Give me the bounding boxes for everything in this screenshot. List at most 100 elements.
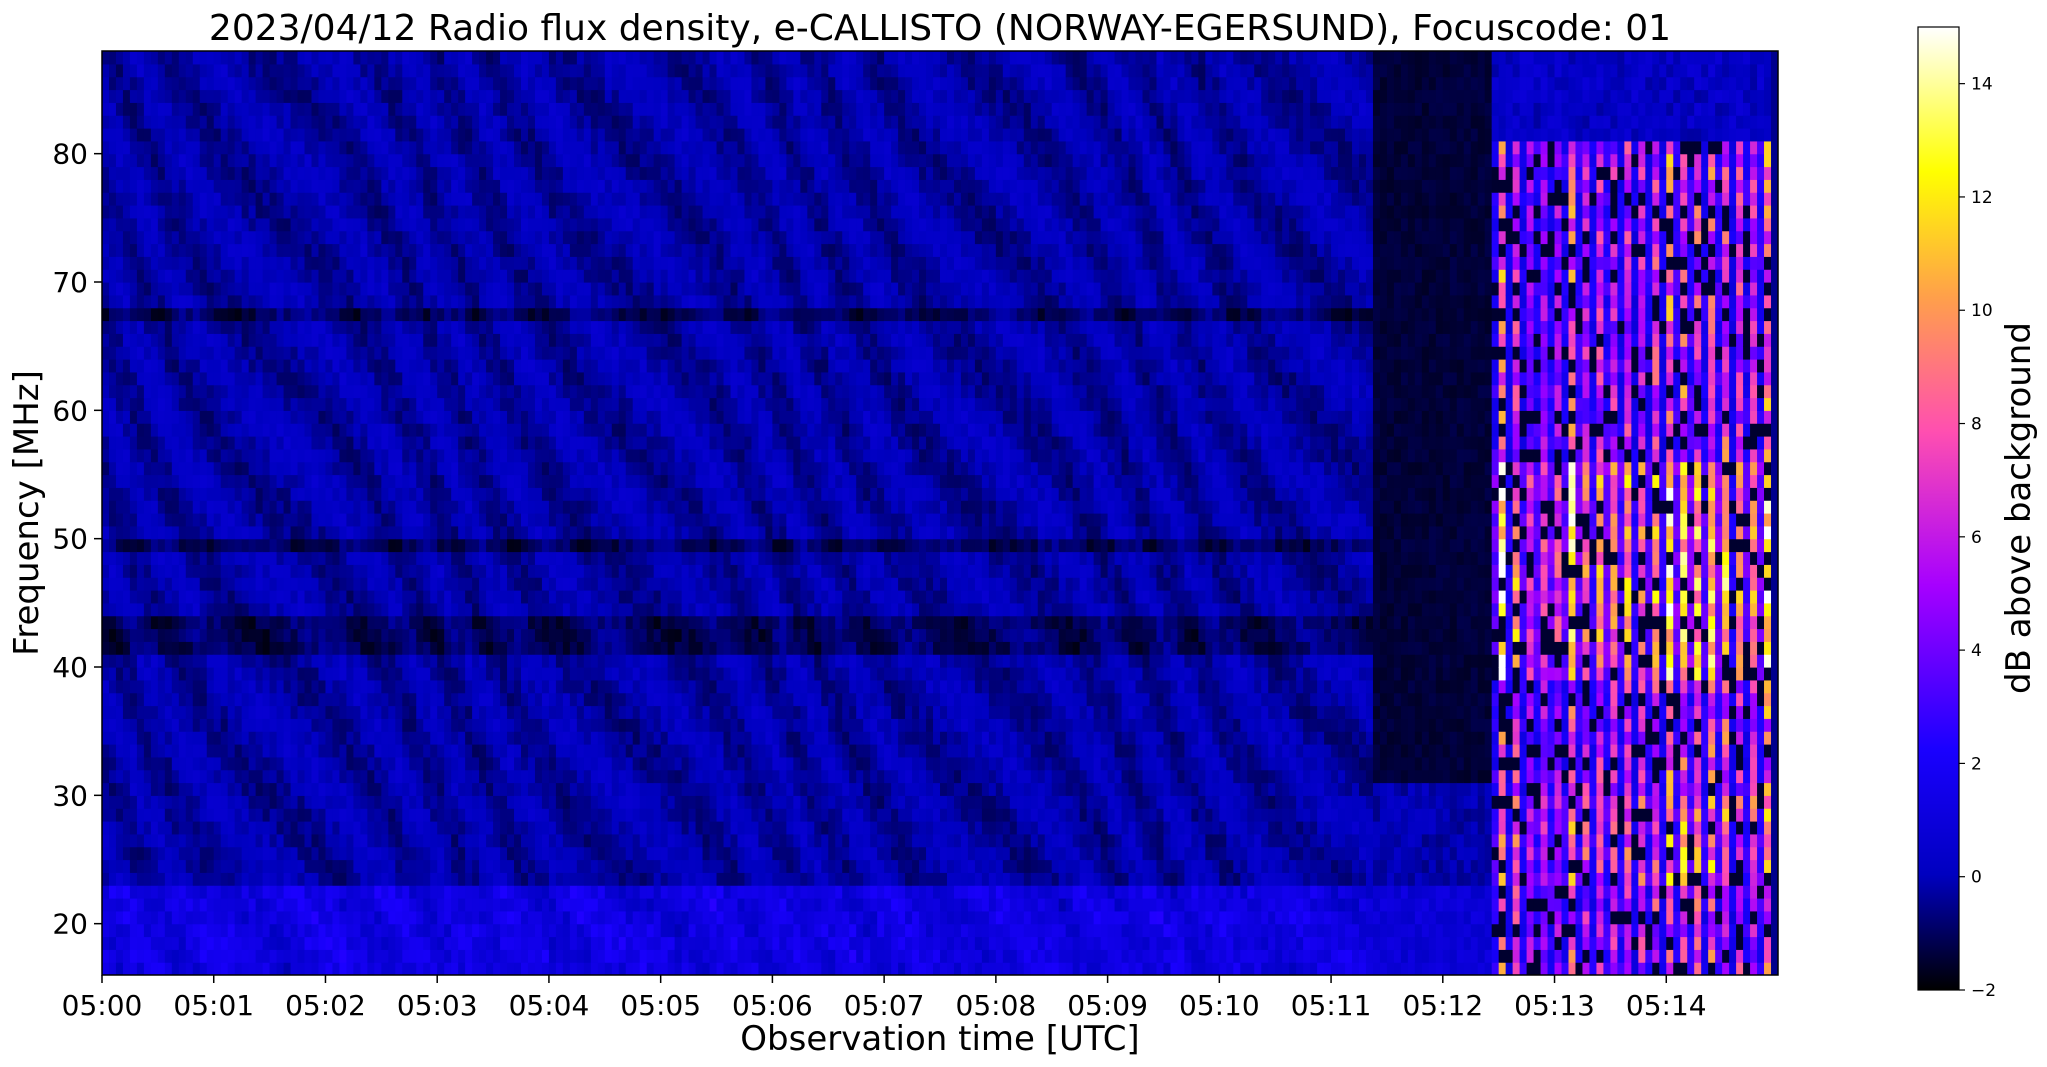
heatmap-cell xyxy=(171,744,180,758)
heatmap-cell xyxy=(507,602,515,617)
heatmap-cell xyxy=(458,192,466,206)
heatmap-cell xyxy=(569,628,578,642)
heatmap-cell xyxy=(555,564,564,578)
heatmap-cell xyxy=(115,692,124,707)
heatmap-cell xyxy=(269,641,278,655)
heatmap-cell xyxy=(465,63,473,78)
heatmap-cell xyxy=(213,641,222,655)
heatmap-cell xyxy=(102,102,110,116)
heatmap-cell xyxy=(353,384,361,399)
heatmap-cell xyxy=(234,833,243,848)
heatmap-cell xyxy=(493,63,501,78)
heatmap-cell xyxy=(178,808,187,822)
heatmap-cell xyxy=(262,115,271,129)
heatmap-cell xyxy=(479,590,487,604)
heatmap-cell xyxy=(311,346,320,360)
heatmap-cell xyxy=(472,359,480,373)
heatmap-cell xyxy=(241,602,250,617)
heatmap-cell xyxy=(276,756,285,771)
heatmap-cell xyxy=(171,513,180,527)
heatmap-cell xyxy=(472,795,480,809)
heatmap-cell xyxy=(423,294,431,309)
heatmap-cell xyxy=(332,487,341,501)
heatmap-cell xyxy=(458,538,466,553)
heatmap-cell xyxy=(136,397,145,411)
heatmap-cell xyxy=(548,821,557,835)
heatmap-cell xyxy=(493,833,501,848)
heatmap-cell xyxy=(451,448,459,463)
heatmap-cell xyxy=(402,872,410,886)
heatmap-cell xyxy=(283,551,292,565)
heatmap-cell xyxy=(472,371,480,386)
heatmap-cell xyxy=(458,140,466,155)
heatmap-cell xyxy=(514,872,522,886)
heatmap-cell xyxy=(430,153,438,168)
heatmap-cell xyxy=(541,513,550,527)
heatmap-cell xyxy=(374,359,382,373)
heatmap-cell xyxy=(227,333,236,347)
heatmap-cell xyxy=(199,756,208,771)
heatmap-cell xyxy=(102,205,110,219)
heatmap-cell xyxy=(290,833,299,848)
heatmap-cell xyxy=(346,577,354,591)
heatmap-cell xyxy=(248,769,257,784)
heatmap-cell xyxy=(458,513,466,527)
heatmap-cell xyxy=(521,384,529,399)
heatmap-cell xyxy=(381,410,389,424)
heatmap-cell xyxy=(514,769,522,784)
heatmap-cell xyxy=(576,51,585,65)
heatmap-cell xyxy=(555,243,564,257)
heatmap-cell xyxy=(136,936,145,950)
heatmap-cell xyxy=(248,89,257,103)
heatmap-cell xyxy=(430,359,438,373)
heatmap-cell xyxy=(262,384,271,399)
heatmap-cell xyxy=(416,525,424,540)
heatmap-cell xyxy=(458,602,466,617)
heatmap-cell xyxy=(255,513,264,527)
heatmap-cell xyxy=(102,153,110,168)
heatmap-cell xyxy=(325,179,334,193)
heatmap-cell xyxy=(143,461,152,476)
heatmap-cell xyxy=(416,371,424,386)
heatmap-cell xyxy=(360,910,368,925)
heatmap-cell xyxy=(332,615,341,630)
heatmap-cell xyxy=(206,243,215,257)
heatmap-cell xyxy=(548,949,557,963)
heatmap-cell xyxy=(227,962,236,975)
heatmap-cell xyxy=(423,795,431,809)
heatmap-cell xyxy=(555,410,564,424)
heatmap-cell xyxy=(381,51,389,65)
heatmap-cell xyxy=(541,461,550,476)
heatmap-cell xyxy=(507,654,515,668)
heatmap-cell xyxy=(388,679,396,694)
heatmap-cell xyxy=(493,744,501,758)
heatmap-cell xyxy=(276,769,285,784)
heatmap-cell xyxy=(102,230,110,245)
heatmap-cell xyxy=(304,294,313,309)
heatmap-cell xyxy=(388,256,396,270)
heatmap-cell xyxy=(409,102,417,116)
heatmap-cell xyxy=(381,500,389,514)
heatmap-cell xyxy=(129,89,138,103)
heatmap-cell xyxy=(262,564,271,578)
heatmap-cell xyxy=(500,500,508,514)
heatmap-cell xyxy=(534,654,543,668)
heatmap-cell xyxy=(562,923,571,938)
heatmap-cell xyxy=(185,692,194,707)
heatmap-cell xyxy=(157,602,166,617)
heatmap-cell xyxy=(381,89,389,103)
heatmap-cell xyxy=(423,744,431,758)
heatmap-cell xyxy=(115,718,124,732)
heatmap-cell xyxy=(136,76,145,91)
heatmap-cell xyxy=(192,872,201,886)
heatmap-cell xyxy=(569,692,578,707)
heatmap-cell xyxy=(548,102,557,116)
heatmap-cell xyxy=(311,679,320,694)
heatmap-cell xyxy=(465,307,473,322)
heatmap-cell xyxy=(136,346,145,360)
heatmap-cell xyxy=(241,115,250,129)
heatmap-cell xyxy=(395,269,403,283)
heatmap-cell xyxy=(514,230,522,245)
heatmap-cell xyxy=(555,115,564,129)
heatmap-cell xyxy=(514,705,522,719)
